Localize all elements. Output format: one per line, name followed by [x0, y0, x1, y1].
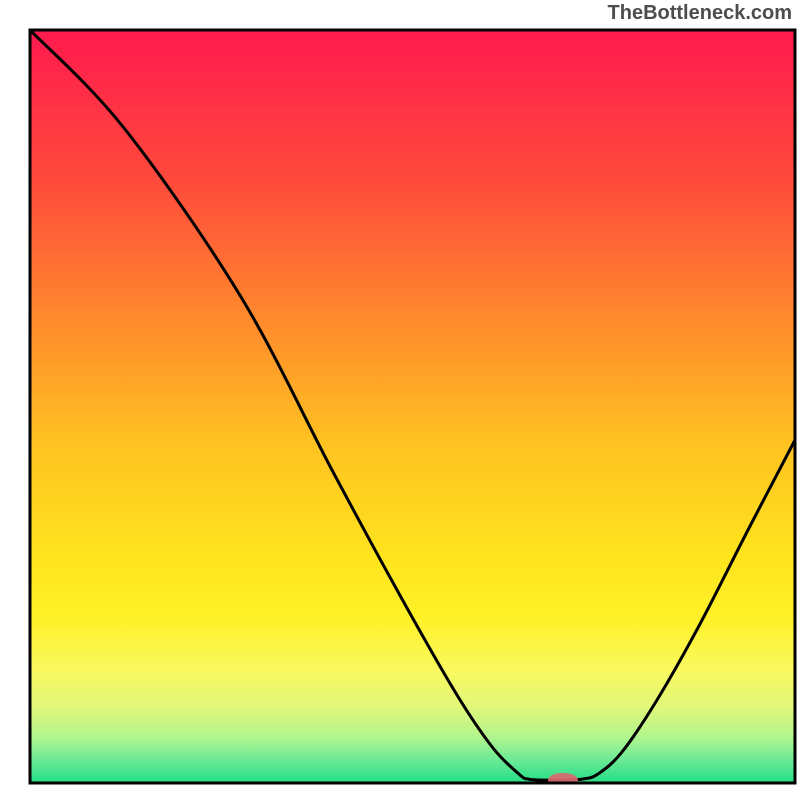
gradient-background: [30, 30, 795, 783]
bottleneck-chart: TheBottleneck.com: [0, 0, 800, 800]
watermark-text: TheBottleneck.com: [608, 2, 792, 25]
chart-svg: [0, 0, 800, 800]
optimal-marker: [548, 773, 578, 787]
